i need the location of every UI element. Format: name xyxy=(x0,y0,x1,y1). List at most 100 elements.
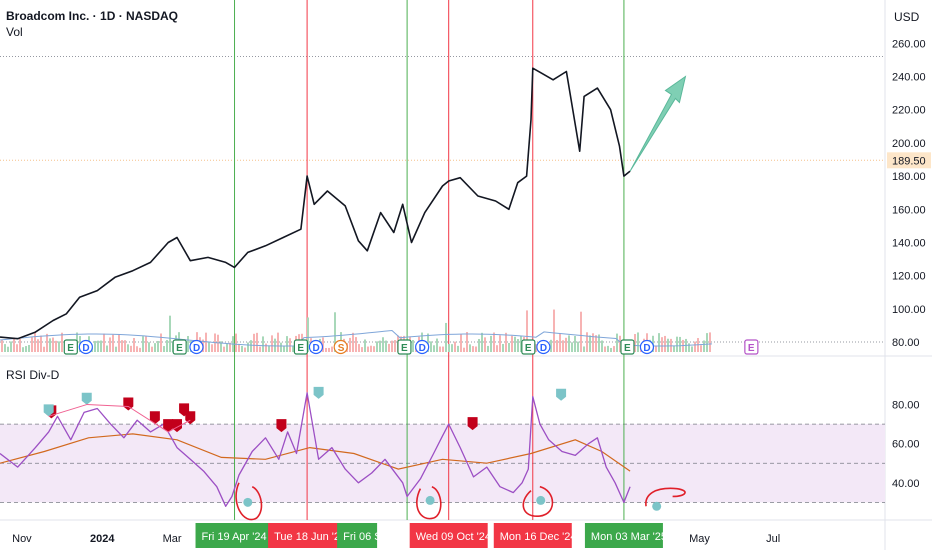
volume-bar xyxy=(595,335,597,352)
volume-bar xyxy=(667,338,669,352)
volume-bar xyxy=(127,344,129,352)
volume-bar xyxy=(274,338,276,352)
volume-bar xyxy=(430,341,432,352)
volume-bar xyxy=(118,334,120,352)
date-flag-label: Fri 06 S xyxy=(343,531,382,543)
date-flag xyxy=(268,523,347,548)
volume-bar xyxy=(520,335,522,352)
volume-bar xyxy=(355,337,357,352)
volume-bar xyxy=(448,344,450,352)
volume-bar xyxy=(700,345,702,352)
dividend-marker-label: D xyxy=(419,343,426,354)
volume-bar xyxy=(289,338,291,352)
volume-bar xyxy=(247,342,249,352)
hand-drawn-circle xyxy=(416,485,442,520)
volume-bar xyxy=(256,332,258,352)
volume-bar xyxy=(634,334,636,352)
earnings-marker-label: E xyxy=(525,343,532,354)
date-flag-label: Tue 18 Jun '24 xyxy=(274,531,346,543)
dividend-marker-label: D xyxy=(312,343,319,354)
volume-label: Vol xyxy=(6,25,23,39)
rsi-tick-label: 40.00 xyxy=(892,478,920,490)
dividend-marker-label: D xyxy=(540,343,547,354)
volume-bar xyxy=(601,340,603,352)
dividend-marker xyxy=(308,339,324,355)
rsi-low-marker xyxy=(425,495,435,505)
price-tick-label: 220.00 xyxy=(892,105,926,117)
volume-bar xyxy=(463,347,465,352)
earnings-marker-label: E xyxy=(624,343,631,354)
rsi-line xyxy=(0,392,631,507)
earnings-marker xyxy=(293,339,308,355)
volume-bar xyxy=(124,340,126,352)
volume-bar xyxy=(679,336,681,352)
price-line xyxy=(0,67,631,340)
earnings-marker xyxy=(620,339,635,355)
volume-bar xyxy=(607,345,609,352)
date-flag-label: Wed 09 Oct '24 xyxy=(416,531,491,543)
volume-bar xyxy=(460,334,462,352)
volume-bar xyxy=(292,345,294,352)
volume-bar xyxy=(250,340,252,352)
volume-bar xyxy=(508,342,510,352)
volume-bar xyxy=(1,340,3,352)
volume-bar xyxy=(481,332,483,352)
volume-bar xyxy=(637,332,639,352)
earnings-marker xyxy=(397,339,412,355)
volume-bar xyxy=(556,339,558,352)
dividend-marker xyxy=(536,339,551,355)
dividend-marker xyxy=(415,339,430,355)
volume-bar xyxy=(427,333,429,352)
volume-bar xyxy=(496,345,498,352)
hand-drawn-circle xyxy=(522,485,554,517)
dividend-marker-label: D xyxy=(643,343,650,354)
date-flag-label: Fri 19 Apr '24 xyxy=(202,531,267,543)
dividend-marker xyxy=(78,339,93,355)
volume-bar xyxy=(103,333,105,352)
volume-bar xyxy=(46,333,48,352)
volume-bar xyxy=(445,322,447,352)
volume-bar xyxy=(655,346,657,352)
volume-bar xyxy=(658,333,660,352)
volume-bar xyxy=(475,346,477,352)
volume-bar xyxy=(208,341,210,352)
rsi-low-marker xyxy=(243,497,253,507)
currency-label[interactable]: USD xyxy=(894,10,920,24)
volume-bar xyxy=(13,337,15,352)
volume-bar xyxy=(163,346,165,352)
volume-bar xyxy=(676,336,678,352)
bullish-divergence-marker xyxy=(313,386,324,399)
volume-bar xyxy=(472,346,474,352)
volume-bar xyxy=(559,333,561,352)
earnings-marker-label: E xyxy=(748,343,755,354)
volume-bar xyxy=(490,335,492,352)
earnings-marker xyxy=(521,339,536,355)
volume-bar xyxy=(478,338,480,352)
up-arrow-annotation xyxy=(629,75,687,172)
volume-bar xyxy=(370,345,372,352)
volume-ma-line xyxy=(0,329,713,347)
volume-bar xyxy=(244,347,246,352)
volume-bar xyxy=(61,332,63,352)
time-axis-label: 2024 xyxy=(90,533,115,545)
volume-bar xyxy=(166,340,168,352)
volume-bar xyxy=(385,340,387,352)
time-axis-label: May xyxy=(689,533,710,545)
volume-bar xyxy=(187,335,189,352)
volume-bar xyxy=(505,332,507,352)
volume-bar xyxy=(664,335,666,352)
volume-bar xyxy=(43,346,45,352)
volume-bar xyxy=(151,346,153,352)
volume-bar xyxy=(145,336,147,352)
dividend-marker-label: D xyxy=(82,343,89,354)
volume-bar xyxy=(169,315,171,352)
volume-bar xyxy=(115,346,117,352)
price-tick-label: 260.00 xyxy=(892,38,926,50)
bearish-divergence-marker xyxy=(123,397,134,411)
volume-bar xyxy=(217,334,219,352)
time-axis-label: Mar xyxy=(163,533,182,545)
volume-bar xyxy=(37,339,39,352)
volume-bar xyxy=(469,344,471,352)
volume-bar xyxy=(31,337,33,352)
